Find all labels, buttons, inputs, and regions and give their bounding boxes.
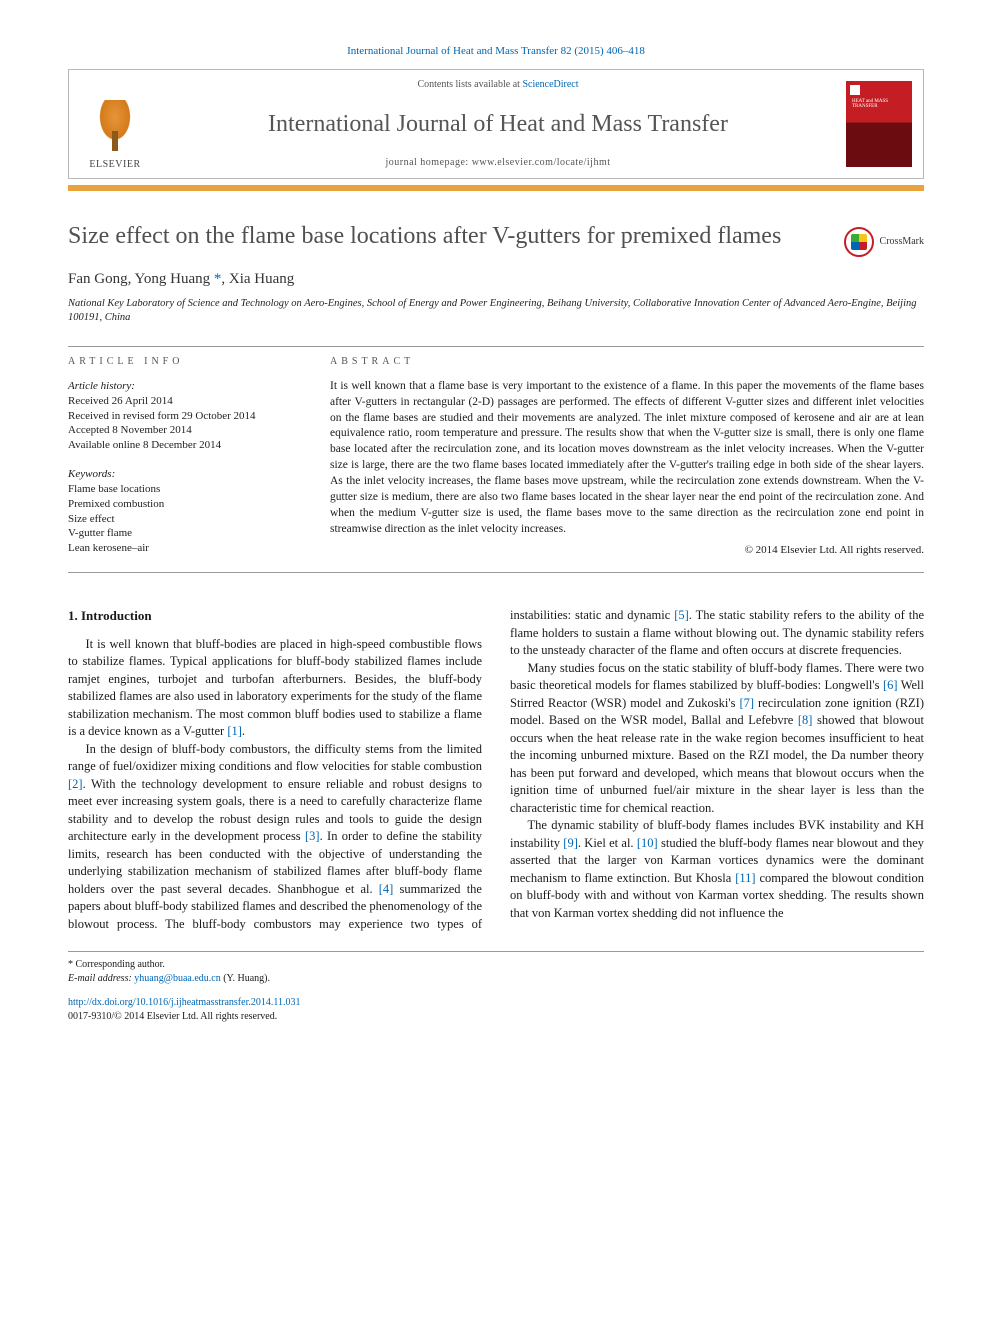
citation-link[interactable]: [7] [739,696,754,710]
contents-available-line: Contents lists available at ScienceDirec… [417,78,578,92]
crossmark-label: CrossMark [880,235,924,249]
footnote-block: * Corresponding author. E-mail address: … [68,951,924,1024]
keyword: Flame base locations [68,482,296,497]
journal-homepage-line: journal homepage: www.elsevier.com/locat… [385,156,610,170]
sciencedirect-link[interactable]: ScienceDirect [522,79,578,90]
body-paragraph: It is well known that bluff-bodies are p… [68,636,482,741]
affiliation: National Key Laboratory of Science and T… [68,297,924,324]
citation-link[interactable]: [5] [674,608,689,622]
corresponding-note: * Corresponding author. [68,958,924,972]
journal-name: International Journal of Heat and Mass T… [268,108,728,140]
keyword: Lean kerosene–air [68,541,296,556]
publisher-logo-block: ELSEVIER [69,70,161,178]
issn-copyright: 0017-9310/© 2014 Elsevier Ltd. All right… [68,1010,924,1024]
abstract-head: ABSTRACT [330,355,924,369]
text-run: Many studies focus on the static stabili… [510,661,924,693]
email-link[interactable]: yhuang@buaa.edu.cn [134,973,220,984]
article-title: Size effect on the flame base locations … [68,221,844,251]
masthead-center: Contents lists available at ScienceDirec… [161,70,835,178]
keyword: Premixed combustion [68,497,296,512]
keyword: Size effect [68,512,296,527]
corresponding-marker: * [210,271,221,287]
section-heading: 1. Introduction [68,607,482,625]
publisher-name: ELSEVIER [89,158,140,172]
homepage-url[interactable]: www.elsevier.com/locate/ijhmt [472,157,611,168]
history-accepted: Accepted 8 November 2014 [68,423,296,438]
text-run: . Kiel et al. [578,836,637,850]
text-run: In the design of bluff-body combustors, … [68,742,482,774]
citation-link[interactable]: [10] [637,836,658,850]
email-who: (Y. Huang). [221,973,270,984]
body-paragraph: Many studies focus on the static stabili… [510,660,924,818]
doi-block: http://dx.doi.org/10.1016/j.ijheatmasstr… [68,996,924,1024]
citation-link[interactable]: [1] [227,724,242,738]
citation-link[interactable]: [4] [379,882,394,896]
citation-link[interactable]: [6] [883,678,898,692]
citation-link[interactable]: [3] [305,829,320,843]
text-run: . [242,724,245,738]
history-online: Available online 8 December 2014 [68,438,296,453]
crossmark-widget[interactable]: CrossMark [844,227,924,257]
text-run: It is well known that bluff-bodies are p… [68,637,482,739]
body-paragraph: The dynamic stability of bluff-body flam… [510,817,924,922]
citation-header: International Journal of Heat and Mass T… [68,44,924,59]
abstract-text: It is well known that a flame base is ve… [330,379,924,538]
homepage-label: journal homepage: [385,157,471,168]
history-revised: Received in revised form 29 October 2014 [68,409,296,424]
keyword: V-gutter flame [68,526,296,541]
citation-link[interactable]: [9] [563,836,578,850]
email-line: E-mail address: yhuang@buaa.edu.cn (Y. H… [68,972,924,986]
history-label: Article history: [68,379,296,394]
rule [68,572,924,573]
history-received: Received 26 April 2014 [68,394,296,409]
citation-link[interactable]: [2] [68,777,83,791]
author-list: Fan Gong, Yong Huang *, Xia Huang [68,269,924,289]
gold-divider [68,185,924,191]
copyright-line: © 2014 Elsevier Ltd. All rights reserved… [330,543,924,558]
article-info-head: ARTICLE INFO [68,355,296,369]
rule [68,346,924,347]
email-label: E-mail address: [68,973,134,984]
text-run: showed that blowout occurs when the heat… [510,713,924,815]
elsevier-tree-icon [89,100,141,156]
article-info-column: ARTICLE INFO Article history: Received 2… [68,355,296,558]
cover-thumb-block: HEAT and MASS TRANSFER [835,70,923,178]
journal-cover-icon: HEAT and MASS TRANSFER [846,81,912,167]
doi-link[interactable]: http://dx.doi.org/10.1016/j.ijheatmasstr… [68,997,300,1008]
author: Yong Huang [135,271,211,287]
citation-link[interactable]: [8] [798,713,813,727]
author: Xia Huang [229,271,294,287]
cover-text: HEAT and MASS TRANSFER [852,99,906,110]
keywords-label: Keywords: [68,467,296,482]
body-text: 1. Introduction It is well known that bl… [68,607,924,933]
crossmark-icon [844,227,874,257]
contents-prefix: Contents lists available at [417,79,522,90]
abstract-column: ABSTRACT It is well known that a flame b… [330,355,924,558]
citation-link[interactable]: [11] [735,871,755,885]
author: Fan Gong [68,271,128,287]
masthead: ELSEVIER Contents lists available at Sci… [68,69,924,179]
